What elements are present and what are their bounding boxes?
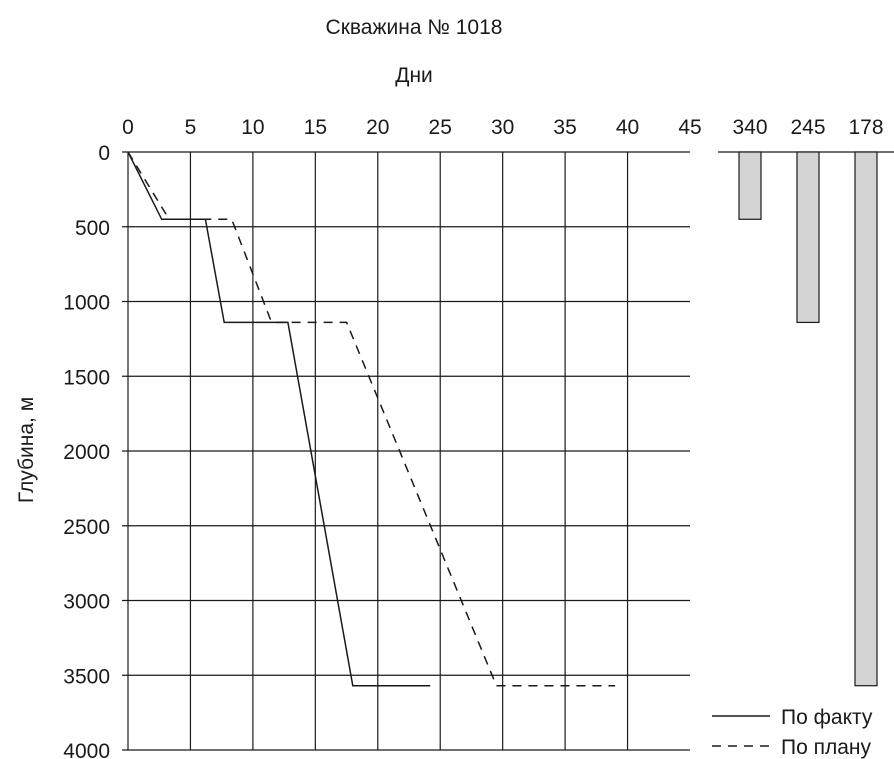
y-axis-label: Глубина, м bbox=[15, 397, 38, 503]
plan-line bbox=[127, 151, 616, 687]
x-tick-label: 25 bbox=[429, 116, 452, 139]
x-tick-label: 30 bbox=[491, 116, 514, 139]
tick-labels: 0 5 10 15 20 25 30 35 40 45 0 500 1000 1500 2000 2500 30… bbox=[63, 116, 701, 759]
y-tick-label: 1500 bbox=[63, 366, 110, 389]
legend-plan-label: По плану bbox=[781, 736, 872, 759]
x-tick-label: 15 bbox=[304, 116, 327, 139]
y-tick-label: 1000 bbox=[63, 292, 110, 315]
casing-bar bbox=[796, 151, 820, 324]
x-tick-label: 5 bbox=[185, 116, 197, 139]
casing-bar bbox=[738, 151, 762, 220]
bar-category-label: 245 bbox=[790, 116, 825, 139]
bar-category-label: 178 bbox=[848, 116, 883, 139]
legend-actual-label: По факту bbox=[781, 706, 873, 729]
y-tick-label: 500 bbox=[75, 217, 110, 240]
y-tick-label: 3000 bbox=[63, 591, 110, 614]
actual-line bbox=[127, 151, 431, 687]
x-tick-label: 0 bbox=[122, 116, 134, 139]
bar-category-label: 340 bbox=[732, 116, 767, 139]
y-tick-label: 0 bbox=[98, 142, 110, 165]
chart-title: Скважина № 1018 bbox=[326, 16, 503, 39]
x-axis-label: Дни bbox=[395, 64, 433, 87]
x-tick-label: 35 bbox=[553, 116, 576, 139]
x-tick-label: 20 bbox=[366, 116, 389, 139]
x-tick-label: 10 bbox=[241, 116, 264, 139]
casing-bar bbox=[854, 151, 878, 687]
series-lines bbox=[127, 151, 616, 687]
x-tick-label: 40 bbox=[616, 116, 639, 139]
legend: По факту По плану bbox=[712, 706, 873, 759]
casing-bars: 340 245 178 bbox=[718, 116, 894, 687]
y-tick-label: 4000 bbox=[63, 740, 110, 759]
y-tick-label: 2500 bbox=[63, 516, 110, 539]
grid bbox=[122, 151, 690, 751]
y-tick-label: 2000 bbox=[63, 441, 110, 464]
x-tick-label: 45 bbox=[678, 116, 701, 139]
y-tick-label: 3500 bbox=[63, 665, 110, 688]
